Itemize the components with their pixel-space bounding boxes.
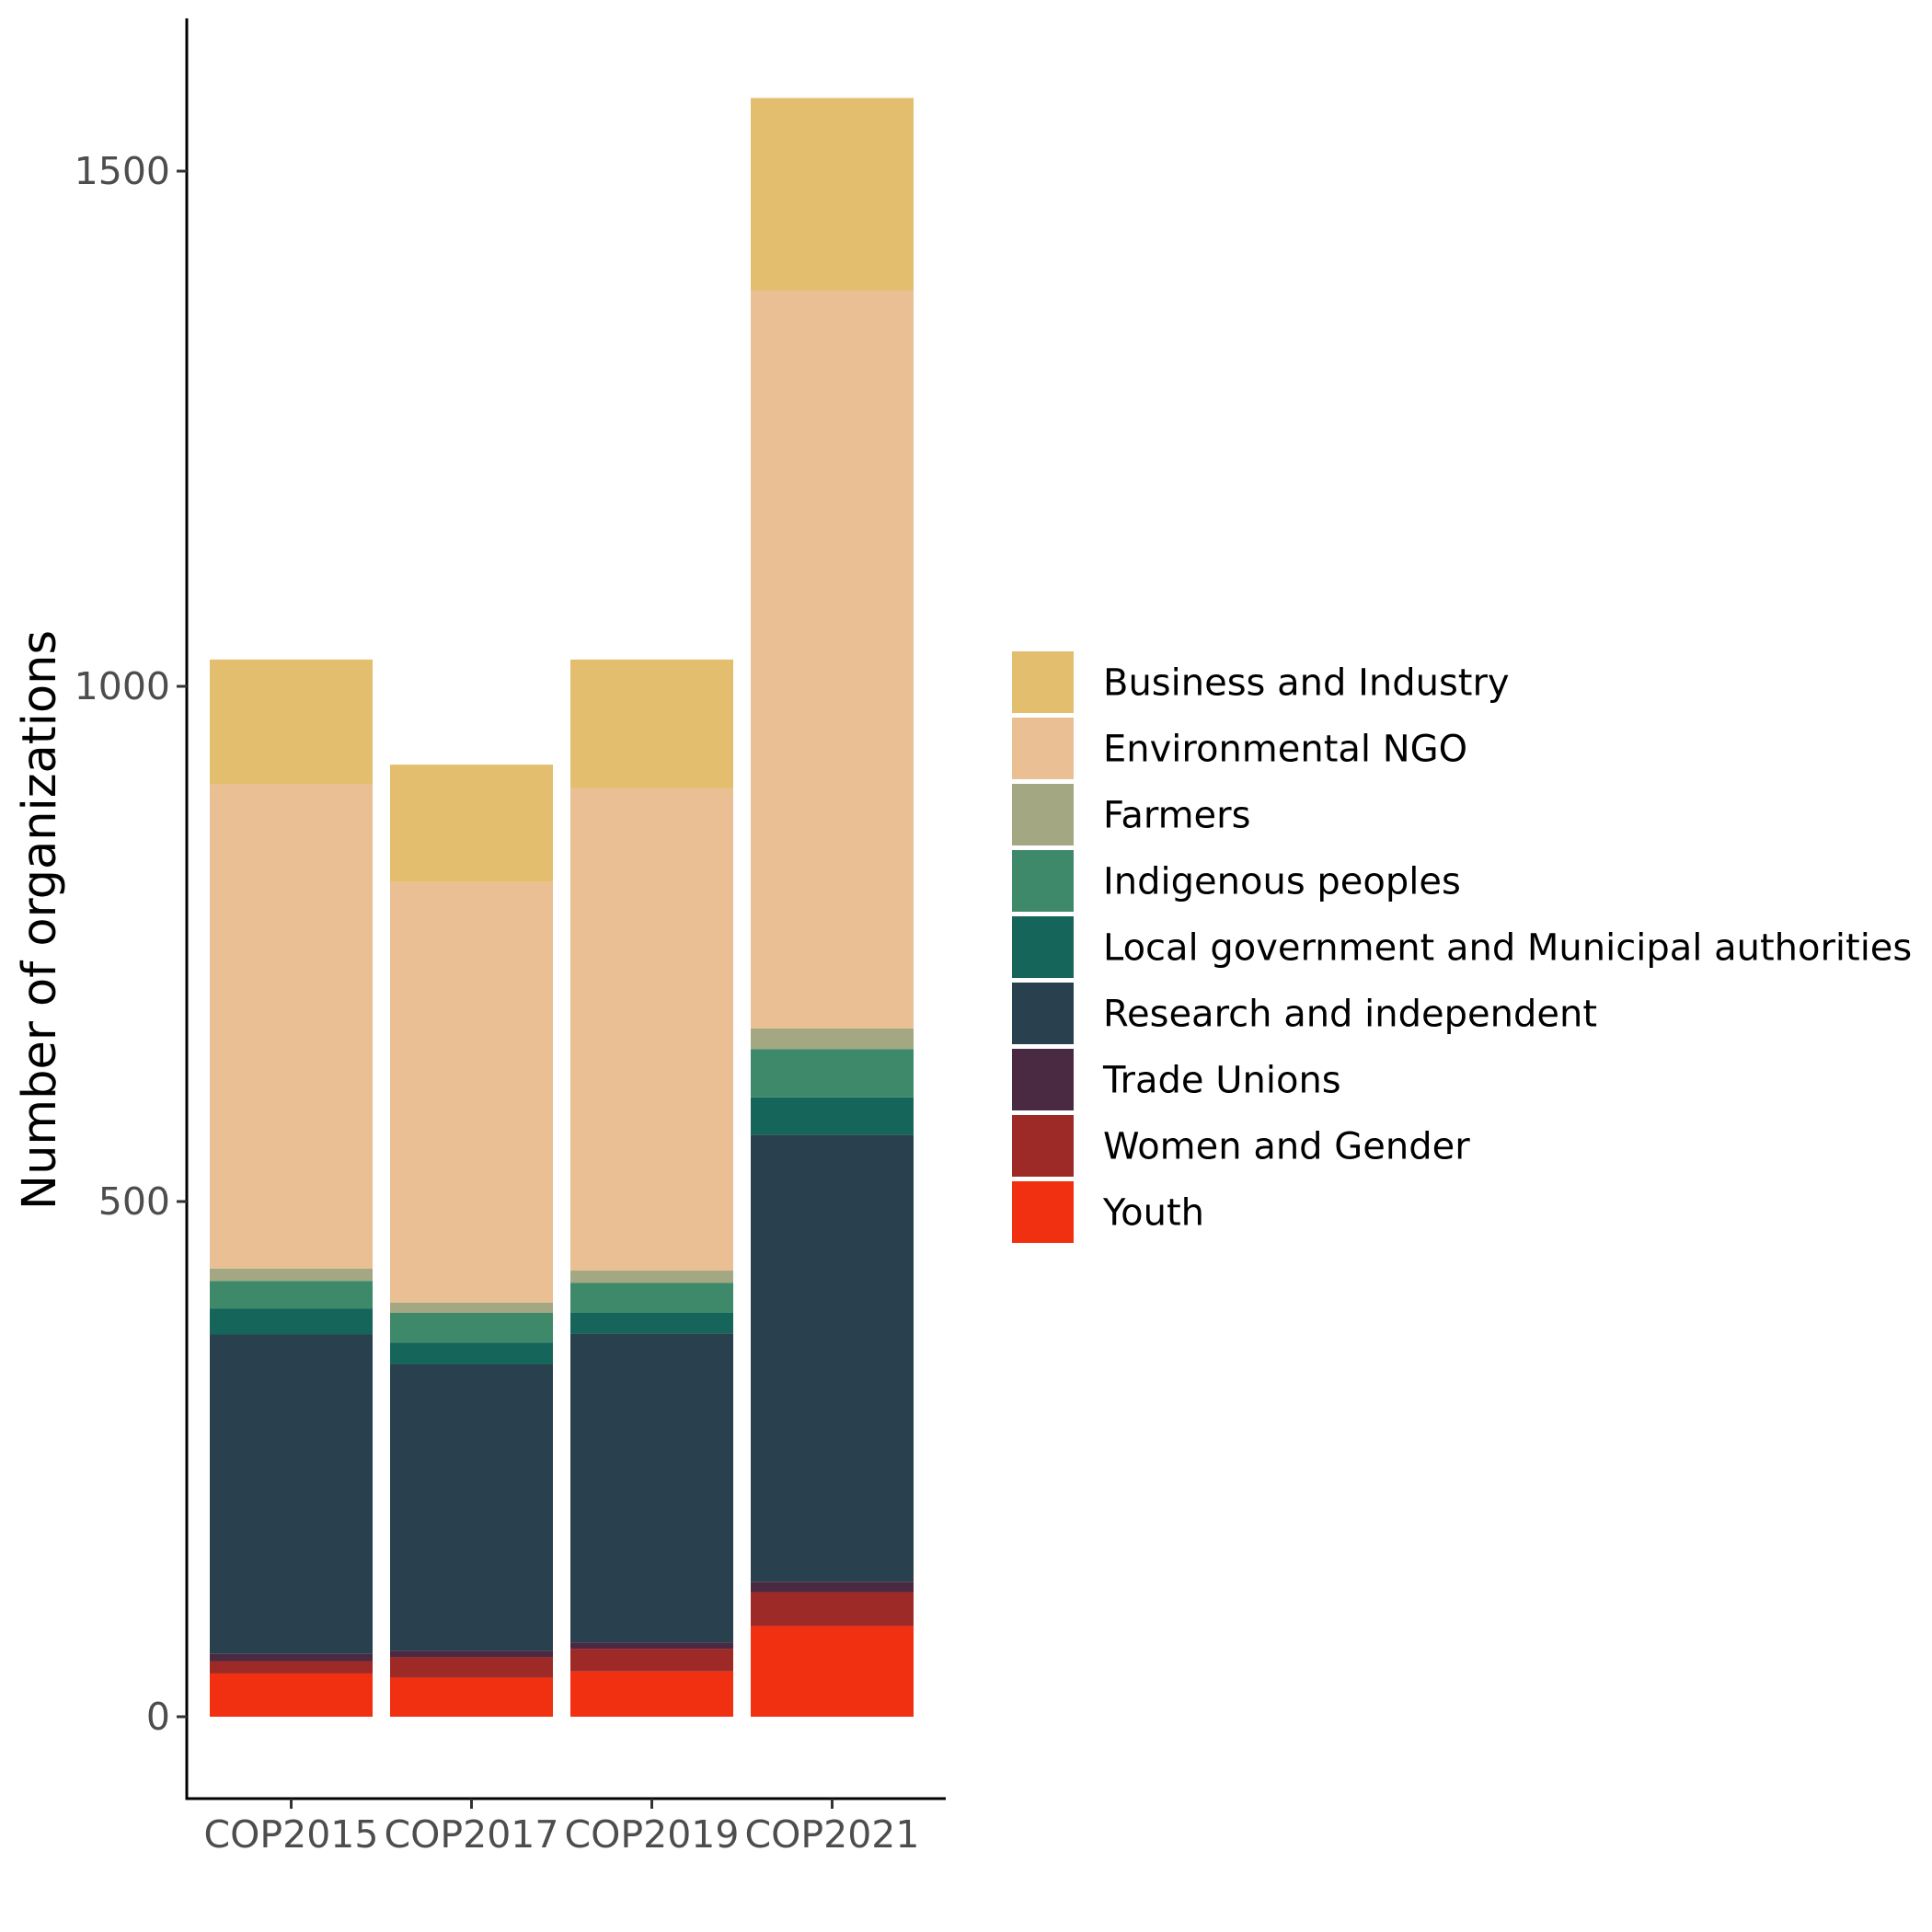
legend-label-trade-unions: Trade Unions (1102, 1060, 1341, 1102)
bar-cop2017-trade-unions (390, 1650, 553, 1658)
legend-key-youth (1012, 1181, 1074, 1243)
bar-cop2019-youth (570, 1671, 733, 1717)
x-axis-ticks: COP2015 COP2017 COP2019 COP2021 (204, 1799, 920, 1857)
bar-cop2015-research-and-independent (210, 1334, 373, 1654)
y-axis-title: Number of organizations (13, 630, 67, 1210)
legend-key-local-government-and-municipal-authorities (1012, 916, 1074, 978)
bar-cop2021-women-and-gender (751, 1592, 914, 1627)
bar-cop2017-business-and-industry (390, 765, 553, 882)
legend: Business and Industry Environmental NGO Fa… (1012, 651, 1912, 1243)
bar-cop2021-youth (751, 1626, 914, 1717)
legend-key-research-and-independent (1012, 983, 1074, 1044)
legend-key-farmers (1012, 784, 1074, 845)
y-axis-ticks: 0 500 1000 1500 (75, 149, 187, 1739)
bar-cop2017-farmers (390, 1302, 553, 1313)
y-tick-label: 1500 (75, 149, 170, 193)
bar-cop2015-youth (210, 1673, 373, 1717)
legend-label-business-and-industry: Business and Industry (1103, 662, 1510, 705)
bar-cop2021-business-and-industry (751, 98, 914, 291)
legend-label-youth: Youth (1102, 1192, 1204, 1235)
legend-key-business-and-industry (1012, 651, 1074, 713)
bar-cop2015-farmers (210, 1268, 373, 1282)
bar-cop2017-research-and-independent (390, 1363, 553, 1651)
bar-cop2021-environmental-ngo (751, 290, 914, 1029)
legend-key-trade-unions (1012, 1049, 1074, 1110)
bar-cop2015-trade-unions (210, 1653, 373, 1662)
bar-cop2019-farmers (570, 1271, 733, 1283)
bar-cop2021-local-government-and-municipal-authorities (751, 1097, 914, 1135)
bar-cop2019-women-and-gender (570, 1649, 733, 1672)
bar-cop2019-indigenous-peoples (570, 1282, 733, 1313)
bar-cop2017-youth (390, 1677, 553, 1717)
bar-cop2017-women-and-gender (390, 1657, 553, 1678)
bar-cop2015-business-and-industry (210, 659, 373, 785)
bar-cop2021-trade-unions (751, 1581, 914, 1593)
x-tick-label-cop2021: COP2021 (745, 1812, 920, 1857)
bar-cop2021-research-and-independent (751, 1134, 914, 1582)
bar-cop2019-environmental-ngo (570, 788, 733, 1271)
bar-cop2019-local-government-and-municipal-authorities (570, 1312, 733, 1334)
legend-label-research-and-independent: Research and independent (1103, 994, 1597, 1036)
x-tick-label-cop2019: COP2019 (565, 1812, 740, 1857)
bar-cop2019-business-and-industry (570, 659, 733, 788)
legend-label-environmental-ngo: Environmental NGO (1103, 729, 1467, 771)
bar-cop2017-environmental-ngo (390, 881, 553, 1303)
bars-group (210, 98, 914, 1717)
bar-cop2015-indigenous-peoples (210, 1281, 373, 1309)
bar-cop2019-research-and-independent (570, 1333, 733, 1643)
legend-key-indigenous-peoples (1012, 850, 1074, 912)
legend-key-women-and-gender (1012, 1115, 1074, 1177)
bar-cop2019-trade-unions (570, 1642, 733, 1650)
y-tick-label: 500 (98, 1179, 170, 1224)
bar-cop2017-indigenous-peoples (390, 1312, 553, 1343)
x-tick-label-cop2017: COP2017 (385, 1812, 559, 1857)
bar-cop2015-environmental-ngo (210, 784, 373, 1269)
legend-label-farmers: Farmers (1103, 795, 1250, 837)
x-tick-label-cop2015: COP2015 (204, 1812, 379, 1857)
legend-key-environmental-ngo (1012, 718, 1074, 779)
legend-label-indigenous-peoples: Indigenous peoples (1103, 861, 1461, 903)
y-tick-label: 1000 (75, 664, 170, 708)
legend-label-local-government-and-municipal-authorities: Local government and Municipal authoriti… (1103, 927, 1912, 970)
bar-cop2021-farmers (751, 1028, 914, 1050)
bar-cop2017-local-government-and-municipal-authorities (390, 1342, 553, 1364)
bar-cop2021-indigenous-peoples (751, 1049, 914, 1098)
legend-label-women-and-gender: Women and Gender (1103, 1126, 1470, 1168)
bar-cop2015-local-government-and-municipal-authorities (210, 1308, 373, 1335)
bar-cop2015-women-and-gender (210, 1661, 373, 1673)
y-tick-label: 0 (146, 1695, 170, 1739)
